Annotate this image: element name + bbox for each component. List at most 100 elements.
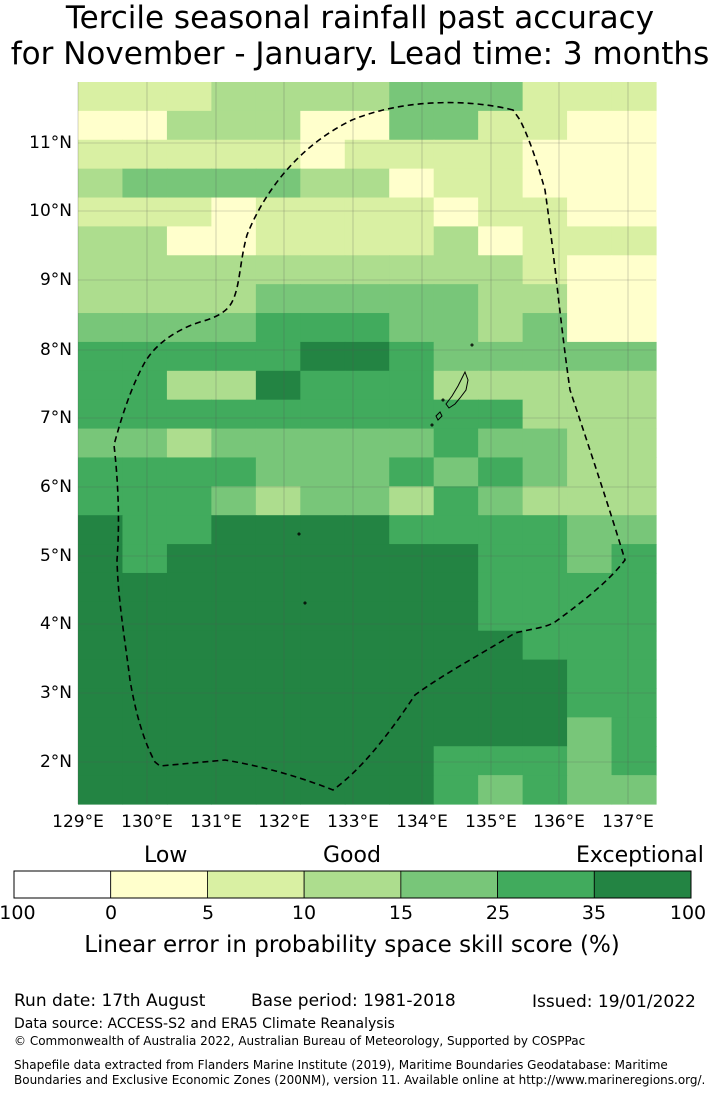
grid-cell — [255, 457, 301, 487]
eez-boundary — [113, 101, 626, 791]
lat-tick: 9°N — [39, 270, 72, 290]
grid-cell — [433, 659, 479, 690]
grid-cell — [344, 197, 390, 227]
lon-tick: 132°E — [258, 812, 310, 832]
grid-cell — [522, 746, 568, 776]
shapefile-credit-line-2: Boundaries and Exclusive Economic Zones … — [14, 1073, 706, 1087]
island-palau-main — [445, 370, 469, 409]
grid-cell — [344, 255, 390, 285]
grid-cell — [344, 630, 390, 661]
graticule — [77, 82, 656, 804]
grid-cell — [433, 457, 479, 487]
grid-cell — [78, 341, 124, 372]
grid-cell — [122, 197, 168, 227]
grid-cell — [478, 399, 524, 430]
grid-cell — [211, 255, 257, 285]
grid-cell — [611, 255, 657, 285]
grid-cell — [166, 428, 212, 459]
grid-cell — [389, 659, 435, 690]
grid-cell — [122, 717, 168, 747]
grid-cell — [300, 457, 346, 487]
grid-cell — [433, 82, 479, 112]
grid-cell — [78, 659, 124, 690]
grid-cell — [166, 370, 212, 401]
grid-cell — [122, 255, 168, 285]
grid-cell — [78, 630, 124, 661]
island-sonsorol — [297, 532, 301, 536]
lat-tick: 8°N — [39, 340, 72, 360]
grid-cell — [122, 486, 168, 516]
lon-tick: 134°E — [396, 812, 448, 832]
grid-cell — [522, 226, 568, 256]
grid-cell — [211, 110, 257, 141]
issued-date: Issued: 19/01/2022 — [532, 992, 696, 1012]
grid-cell — [255, 399, 301, 430]
grid-cell — [567, 688, 613, 718]
grid-cell — [433, 717, 479, 747]
grid-cell — [78, 775, 124, 805]
grid-cell — [78, 110, 124, 141]
grid-cell — [255, 313, 301, 343]
grid-cell — [78, 82, 124, 112]
grid-cell — [433, 428, 479, 459]
grid-cell — [255, 601, 301, 632]
grid-cell — [122, 168, 168, 199]
colorbar-swatch — [110, 870, 208, 899]
grid-cell — [122, 82, 168, 112]
grid-cell — [567, 717, 613, 747]
grid-cell — [522, 717, 568, 747]
grid-cell — [78, 515, 124, 545]
grid-cell — [433, 139, 479, 170]
grid-cell — [478, 428, 524, 459]
grid-cell — [389, 284, 435, 314]
grid-cell — [166, 457, 212, 487]
grid-cell — [300, 139, 346, 170]
grid-cell — [122, 341, 168, 372]
colorbar-swatch — [207, 870, 305, 899]
grid-cell — [611, 601, 657, 632]
grid-cell — [78, 197, 124, 227]
grid-cell — [478, 486, 524, 516]
grid-cell — [122, 284, 168, 314]
grid-cell — [211, 486, 257, 516]
grid-cell — [122, 630, 168, 661]
grid-cell — [567, 139, 613, 170]
grid-cell — [611, 110, 657, 141]
grid-cell — [166, 544, 212, 574]
grid-cell — [433, 601, 479, 632]
grid-cell — [344, 82, 390, 112]
grid-cell — [300, 370, 346, 401]
grid-cell — [433, 197, 479, 227]
grid-cell — [255, 226, 301, 256]
grid-cell — [567, 197, 613, 227]
grid-cell — [166, 226, 212, 256]
grid-cell — [78, 572, 124, 603]
grid-cell — [122, 688, 168, 718]
grid-cell — [211, 572, 257, 603]
grid-cell — [522, 688, 568, 718]
grid-cell — [433, 544, 479, 574]
grid-cell — [300, 197, 346, 227]
grid-cell — [211, 428, 257, 459]
colorbar-label: Linear error in probability space skill … — [84, 932, 620, 958]
grid-cell — [611, 82, 657, 112]
grid-cell — [122, 544, 168, 574]
grid-cell — [78, 746, 124, 776]
grid-cell — [166, 572, 212, 603]
grid-cell — [611, 746, 657, 776]
category-good: Good — [323, 843, 381, 868]
grid-cell — [255, 775, 301, 805]
lat-tick: 4°N — [39, 614, 72, 634]
grid-cell — [344, 139, 390, 170]
grid-cell — [78, 544, 124, 574]
grid-cell — [567, 226, 613, 256]
category-low: Low — [144, 843, 188, 868]
grid-cell — [567, 399, 613, 430]
grid-cell — [478, 139, 524, 170]
grid-cell — [522, 255, 568, 285]
grid-cell — [611, 139, 657, 170]
lat-tick: 7°N — [39, 408, 72, 428]
grid-cell — [389, 168, 435, 199]
grid-cell — [344, 572, 390, 603]
